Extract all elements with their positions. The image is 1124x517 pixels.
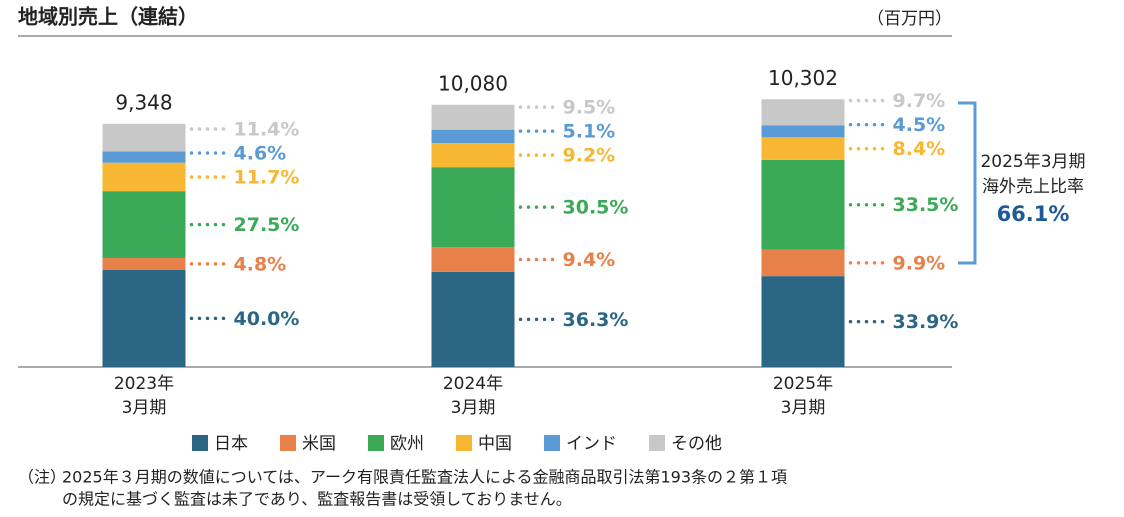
legend-label: その他: [671, 434, 722, 454]
bracket: [958, 101, 977, 265]
value-label: 30.5%: [563, 197, 629, 219]
bar-segment: [761, 137, 845, 160]
bar-segment: [761, 125, 845, 138]
value-label: 36.3%: [563, 309, 629, 331]
x-tick-label: 2025年: [773, 374, 833, 394]
legend-swatch: [544, 435, 560, 451]
legend-label: インド: [566, 434, 617, 454]
x-tick-label: 3月期: [451, 398, 496, 418]
legend-label: 米国: [302, 434, 336, 454]
unit-label: （百万円）: [867, 9, 952, 29]
value-label: 11.7%: [234, 166, 300, 188]
bar-segment: [102, 191, 186, 259]
value-label: 40.0%: [234, 308, 300, 330]
x-tick-label: 3月期: [781, 398, 826, 418]
legend-swatch: [280, 435, 296, 451]
bar-segment: [102, 258, 186, 270]
annotation-value: 66.1%: [997, 202, 1070, 226]
value-label: 9.4%: [563, 249, 616, 271]
legend-label: 中国: [478, 434, 512, 454]
bar-segment: [761, 276, 845, 367]
note-line: の規定に基づく監査は未了であり、監査報告書は受領しておりません。: [62, 490, 572, 509]
value-label: 9.9%: [893, 252, 946, 274]
bar-segment: [102, 269, 186, 367]
bar-segment: [102, 162, 186, 192]
chart-title: 地域別売上（連結）: [18, 5, 198, 29]
value-label: 4.5%: [893, 114, 946, 136]
total-label: 9,348: [115, 90, 172, 114]
value-label: 9.2%: [563, 145, 616, 167]
bar-segment: [761, 99, 845, 126]
value-label: 8.4%: [893, 138, 946, 160]
value-label: 5.1%: [563, 121, 616, 143]
note-label: （注）: [18, 468, 66, 487]
bar-segment: [102, 123, 186, 152]
value-label: 33.9%: [893, 311, 959, 333]
legend-swatch: [456, 435, 472, 451]
x-tick-label: 3月期: [122, 398, 167, 418]
total-label: 10,080: [438, 71, 508, 95]
annotation-text: 海外売上比率: [982, 177, 1084, 197]
value-label: 33.5%: [893, 194, 959, 216]
bar-segment: [431, 143, 515, 168]
bar-segment: [431, 104, 515, 130]
legend-swatch: [368, 435, 384, 451]
bar-segment: [431, 247, 515, 272]
value-label: 27.5%: [234, 214, 300, 236]
bar-segment: [431, 167, 515, 248]
bar-segment: [431, 129, 515, 144]
bar-segment: [431, 271, 515, 367]
value-label: 4.6%: [234, 142, 287, 164]
value-label: 9.5%: [563, 97, 616, 119]
legend-label: 欧州: [390, 434, 424, 454]
legend-swatch: [192, 435, 208, 451]
note-line: 2025年３月期の数値については、アーク有限責任監査法人による金融商品取引法第1…: [62, 468, 787, 487]
bar-segment: [761, 249, 845, 277]
value-label: 11.4%: [234, 118, 300, 140]
bar-segment: [761, 159, 845, 250]
legend-label: 日本: [214, 434, 248, 454]
value-label: 9.7%: [893, 90, 946, 112]
total-label: 10,302: [768, 66, 838, 90]
x-tick-label: 2024年: [443, 374, 503, 394]
annotation-text: 2025年3月期: [980, 152, 1085, 172]
value-label: 4.8%: [234, 253, 287, 275]
legend-swatch: [649, 435, 665, 451]
x-tick-label: 2023年: [114, 374, 174, 394]
bar-segment: [102, 151, 186, 163]
